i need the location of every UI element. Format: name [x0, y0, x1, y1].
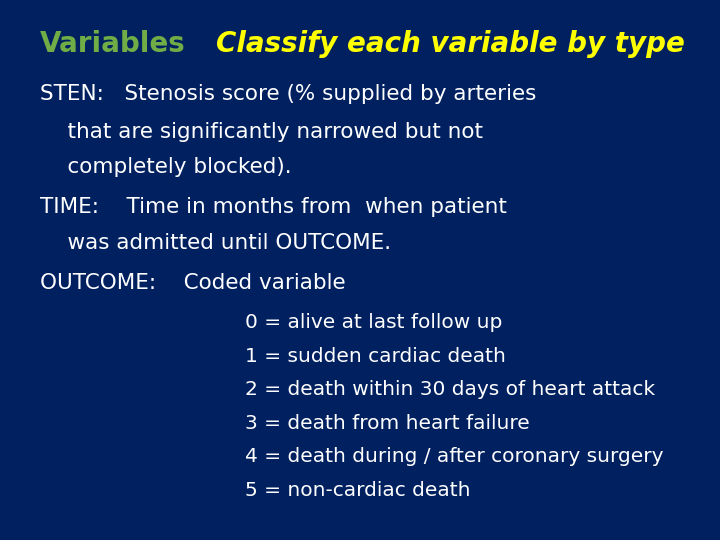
Text: STEN:   Stenosis score (% supplied by arteries: STEN: Stenosis score (% supplied by arte…: [40, 84, 536, 104]
Text: 5 = non-cardiac death: 5 = non-cardiac death: [245, 481, 470, 500]
Text: 0 = alive at last follow up: 0 = alive at last follow up: [245, 313, 502, 332]
Text: 3 = death from heart failure: 3 = death from heart failure: [245, 414, 529, 433]
Text: completely blocked).: completely blocked).: [40, 157, 291, 177]
Text: Classify each variable by type: Classify each variable by type: [216, 30, 685, 58]
Text: OUTCOME:    Coded variable: OUTCOME: Coded variable: [40, 273, 345, 293]
Text: 2 = death within 30 days of heart attack: 2 = death within 30 days of heart attack: [245, 380, 655, 399]
Text: that are significantly narrowed but not: that are significantly narrowed but not: [40, 122, 482, 141]
Text: TIME:    Time in months from  when patient: TIME: Time in months from when patient: [40, 197, 506, 217]
Text: Variables: Variables: [40, 30, 185, 58]
Text: 4 = death during / after coronary surgery: 4 = death during / after coronary surger…: [245, 447, 663, 466]
Text: was admitted until OUTCOME.: was admitted until OUTCOME.: [40, 233, 391, 253]
Text: 1 = sudden cardiac death: 1 = sudden cardiac death: [245, 347, 505, 366]
